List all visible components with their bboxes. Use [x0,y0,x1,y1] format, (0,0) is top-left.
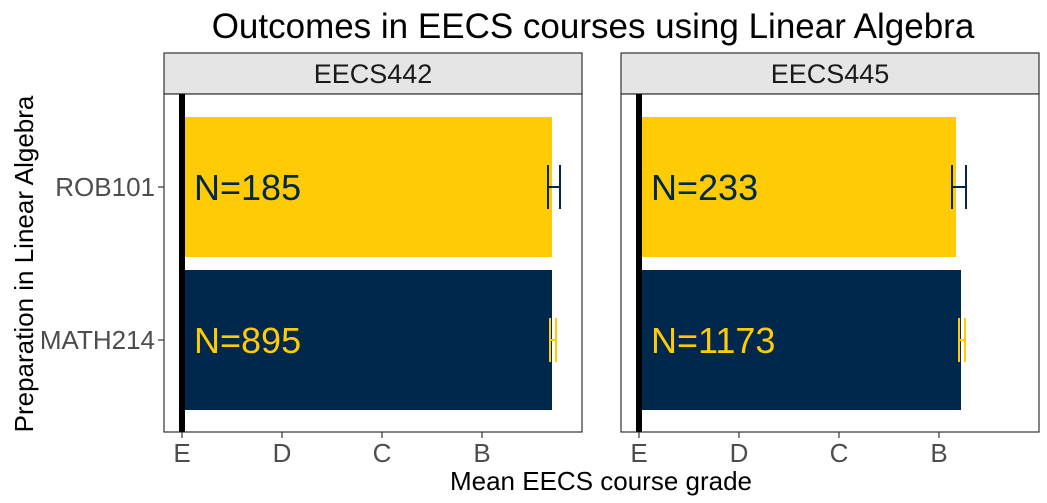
x-axis-title: Mean EECS course grade [450,466,752,496]
error-bar [549,318,557,362]
panel-eecs442: EECS442 N=185 N=895 E D C B [163,52,583,468]
x-tick-label: E [173,438,190,468]
y-axis-title: Preparation in Linear Algebra [9,95,39,432]
bar-count-label: N=1173 [651,320,775,361]
bar-rob101 [639,117,956,257]
x-tick-label: C [373,438,392,468]
facet-label: EECS442 [314,59,433,89]
facet-label: EECS445 [771,59,890,89]
facet-strip [163,52,583,95]
y-tick-label: ROB101 [55,172,155,202]
bar-count-label: N=185 [194,167,301,208]
y-tick-label: MATH214 [40,325,155,355]
error-bar [547,165,561,209]
bar-math214 [182,270,552,410]
bar-math214 [639,270,961,410]
x-tick-label: B [473,438,490,468]
facet-strip [620,52,1040,95]
panel-eecs445: EECS445 N=233 N=1173 E D C B [620,52,1040,468]
x-tick-label: D [730,438,749,468]
error-bar [958,318,966,362]
y-tick-labels: ROB101 MATH214 [40,172,164,355]
x-tick-label: C [830,438,849,468]
bar-count-label: N=895 [194,320,301,361]
x-tick-label: B [930,438,947,468]
x-tick-label: E [630,438,647,468]
bar-count-label: N=233 [651,167,758,208]
x-tick-label: D [273,438,292,468]
error-bar [951,165,967,209]
bar-rob101 [182,117,552,257]
chart-title: Outcomes in EECS courses using Linear Al… [212,7,975,46]
